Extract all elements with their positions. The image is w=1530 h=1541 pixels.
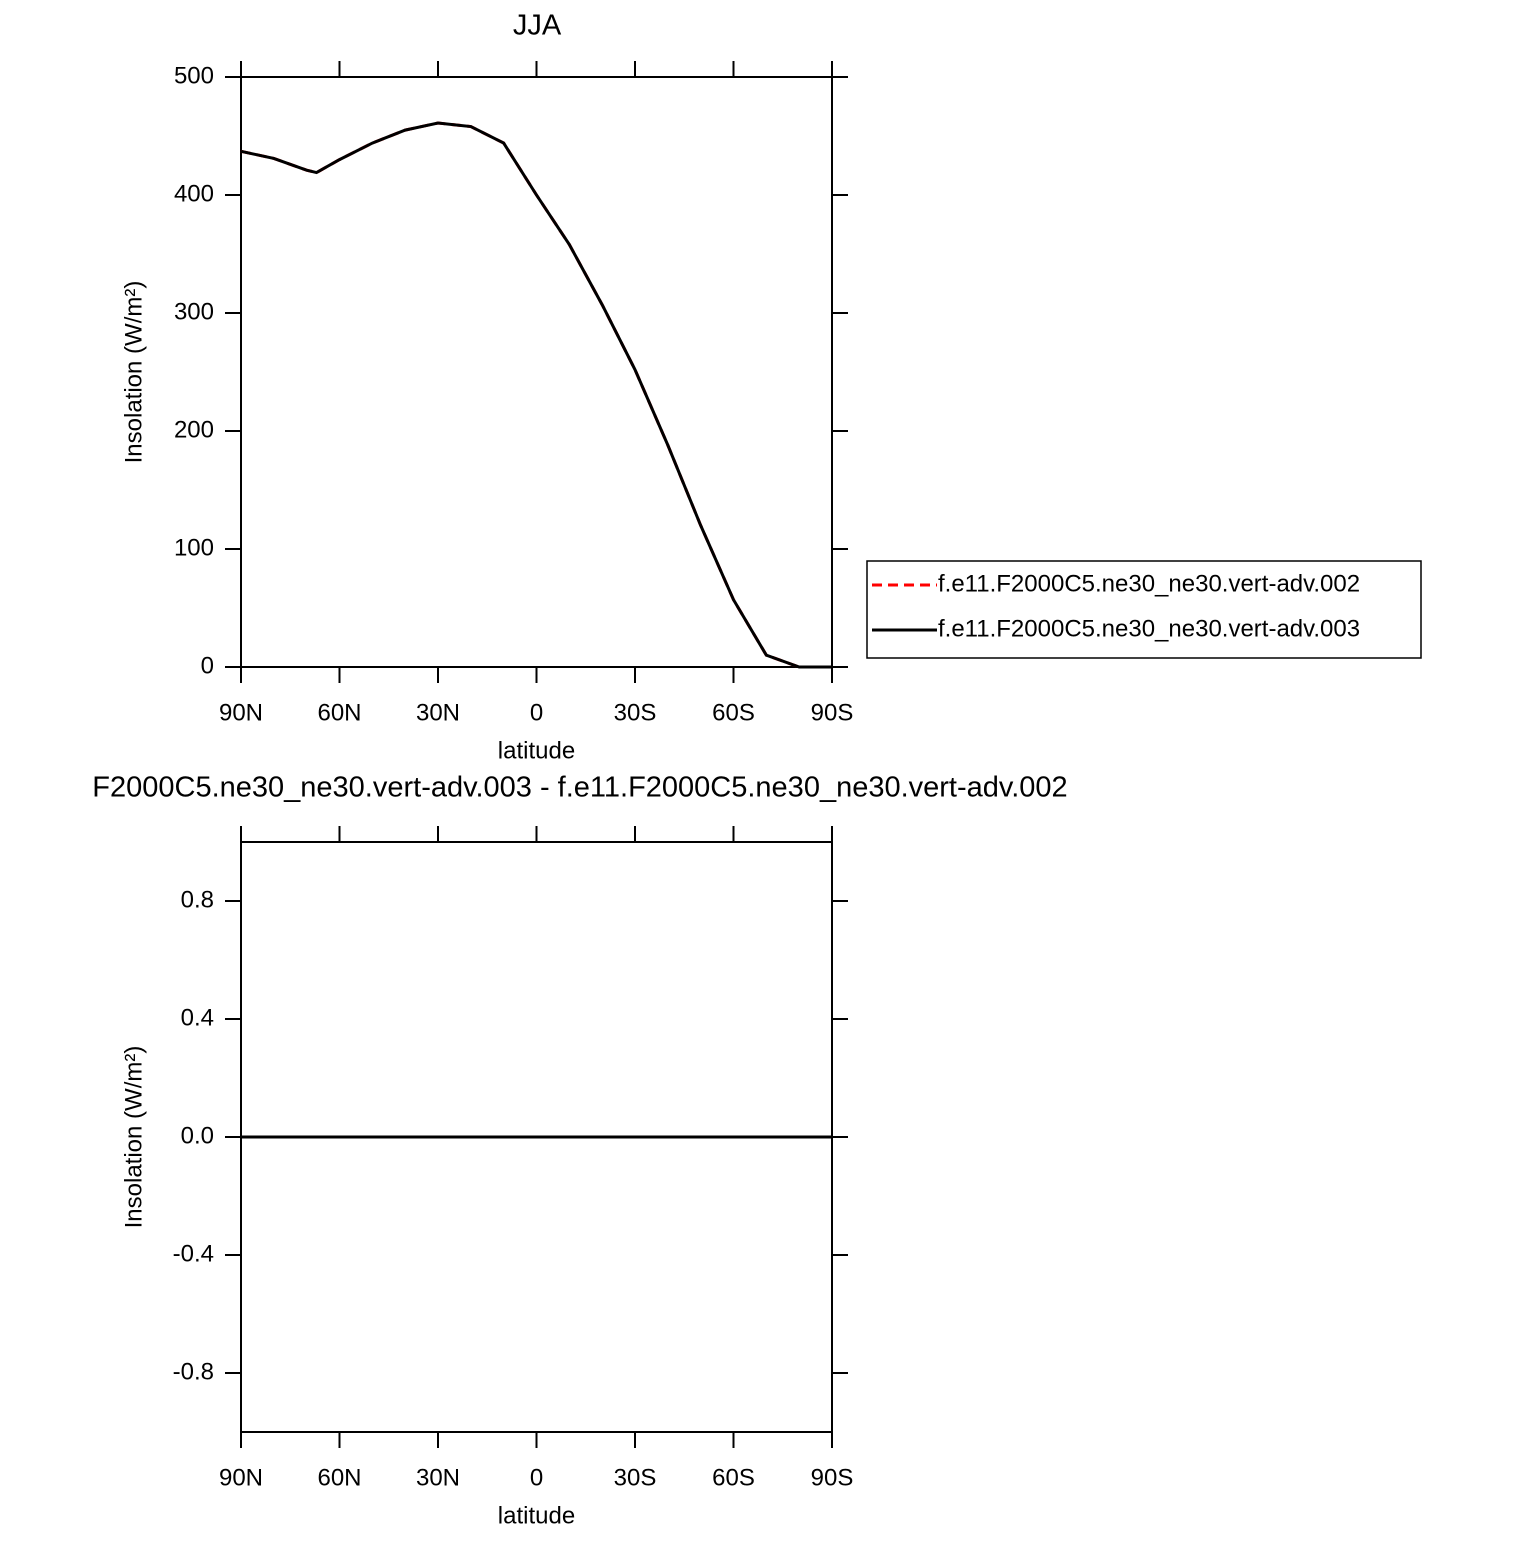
series-line xyxy=(240,121,832,669)
legend-label: f.e11.F2000C5.ne30_ne30.vert-adv.003 xyxy=(938,615,1360,642)
x-tick-label: 60N xyxy=(317,1464,361,1491)
y-tick-label: 0.8 xyxy=(181,886,214,913)
x-tick-label: 90S xyxy=(811,699,854,726)
chart-title: F2000C5.ne30_ne30.vert-adv.003 - f.e11.F… xyxy=(92,772,1067,804)
x-axis-label: latitude xyxy=(498,737,575,764)
y-tick-label: 0 xyxy=(201,652,214,679)
y-tick-label: 500 xyxy=(174,62,214,89)
y-tick-label: 0.0 xyxy=(181,1122,214,1149)
x-tick-label: 0 xyxy=(530,1464,543,1491)
x-tick-label: 60N xyxy=(317,699,361,726)
x-tick-label: 30N xyxy=(416,699,460,726)
x-tick-label: 60S xyxy=(712,699,755,726)
y-tick-label: 100 xyxy=(174,534,214,561)
y-tick-label: -0.8 xyxy=(173,1358,214,1385)
legend-label: f.e11.F2000C5.ne30_ne30.vert-adv.002 xyxy=(938,570,1360,597)
x-tick-label: 30S xyxy=(614,699,657,726)
chart-title: JJA xyxy=(513,10,562,42)
legend-box xyxy=(866,560,1422,659)
y-tick-label: 400 xyxy=(174,180,214,207)
y-tick-label: 300 xyxy=(174,298,214,325)
series-line xyxy=(240,121,832,669)
y-axis-label: Insolation (W/m²) xyxy=(120,281,147,464)
x-tick-label: 90S xyxy=(811,1464,854,1491)
x-axis-label: latitude xyxy=(498,1502,575,1529)
y-tick-label: -0.4 xyxy=(173,1240,214,1267)
x-tick-label: 90N xyxy=(219,1464,263,1491)
x-tick-label: 60S xyxy=(712,1464,755,1491)
y-axis-label: Insolation (W/m²) xyxy=(120,1046,147,1229)
x-tick-label: 30N xyxy=(416,1464,460,1491)
x-tick-label: 0 xyxy=(530,699,543,726)
x-tick-label: 30S xyxy=(614,1464,657,1491)
y-tick-label: 0.4 xyxy=(181,1004,214,1031)
x-tick-label: 90N xyxy=(219,699,263,726)
y-tick-label: 200 xyxy=(174,416,214,443)
